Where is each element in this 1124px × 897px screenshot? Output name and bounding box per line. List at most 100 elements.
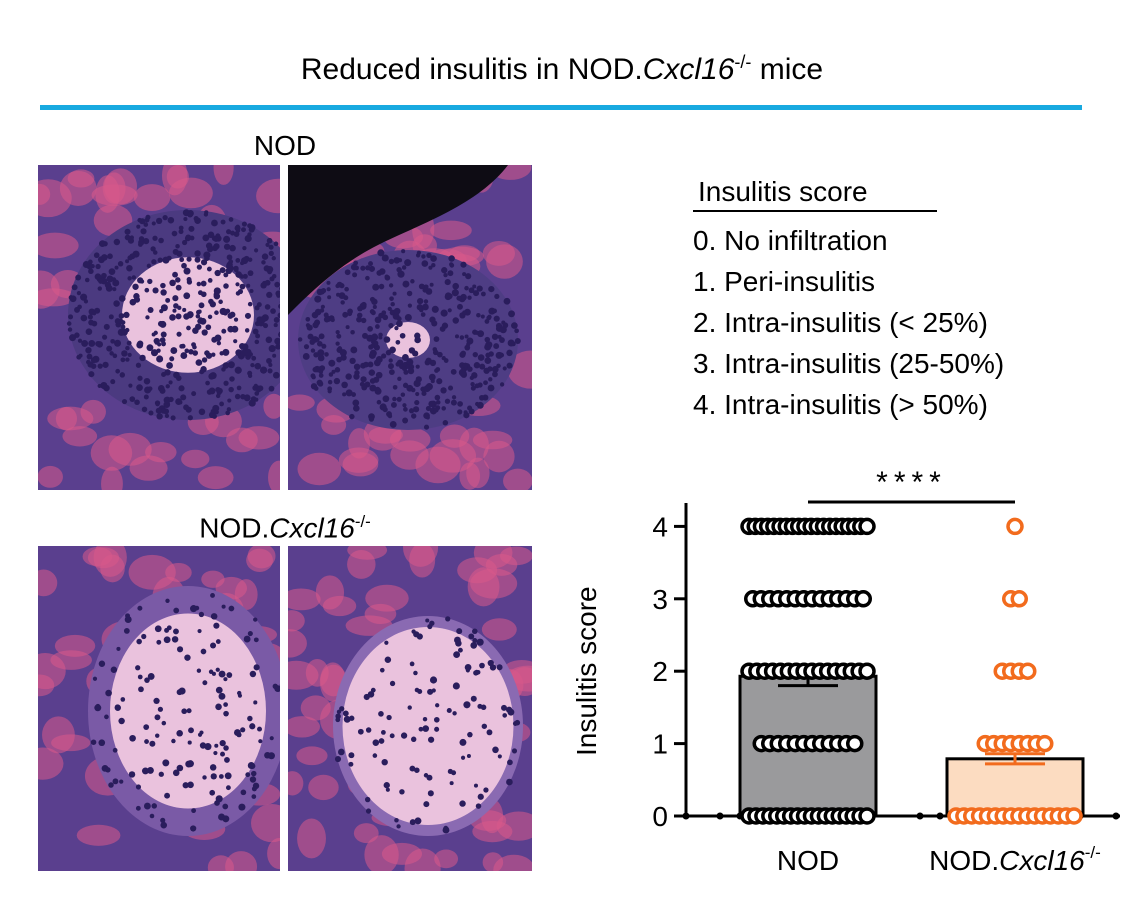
nucleus xyxy=(201,357,208,363)
legend-item: 3. Intra-insulitis (25-50%) xyxy=(693,348,1005,379)
nucleus xyxy=(429,282,434,287)
acinar-cell xyxy=(403,546,439,567)
nucleus xyxy=(372,739,380,746)
nucleus xyxy=(102,334,108,340)
nucleus xyxy=(499,337,505,343)
nucleus xyxy=(447,768,453,775)
nucleus xyxy=(335,329,340,335)
insulitis-score-chart: 0 1 2 3 4 Insulitis score **** NOD NOD.Cxcl16-/- xyxy=(571,466,1120,876)
nucleus xyxy=(267,368,273,374)
nucleus xyxy=(342,311,349,318)
nucleus xyxy=(213,292,221,300)
islet xyxy=(342,627,514,825)
nucleus xyxy=(345,325,350,330)
nucleus xyxy=(129,734,136,742)
nucleus xyxy=(357,312,363,319)
nucleus xyxy=(104,714,109,720)
nucleus xyxy=(125,259,130,264)
nucleus xyxy=(261,253,269,260)
nucleus xyxy=(146,263,152,268)
nucleus xyxy=(84,277,90,283)
nucleus xyxy=(180,394,187,401)
nucleus xyxy=(400,732,408,739)
nucleus xyxy=(68,295,74,300)
nucleus xyxy=(80,314,88,322)
nucleus xyxy=(118,295,126,302)
nucleus xyxy=(449,781,454,786)
nucleus xyxy=(200,648,207,655)
nucleus xyxy=(146,344,154,352)
nucleus xyxy=(229,376,235,382)
nucleus xyxy=(90,357,97,364)
nucleus xyxy=(422,725,430,732)
nucleus xyxy=(409,765,416,772)
nucleus xyxy=(401,249,406,254)
nucleus xyxy=(178,225,184,231)
data-point xyxy=(1019,662,1037,680)
nucleus xyxy=(218,774,224,779)
nucleus xyxy=(437,351,443,358)
acinar-cell xyxy=(459,462,481,490)
acinar-cell xyxy=(297,818,326,859)
acinar-cell xyxy=(256,178,280,214)
nucleus xyxy=(172,308,177,313)
nucleus xyxy=(173,371,180,379)
nucleus xyxy=(247,370,253,376)
nucleus xyxy=(137,217,142,223)
nucleus xyxy=(171,738,176,744)
nucleus xyxy=(103,323,110,330)
nucleus xyxy=(316,341,323,347)
nucleus xyxy=(472,351,478,358)
y-tick-label: 1 xyxy=(652,729,668,760)
nucleus xyxy=(445,292,452,299)
nucleus xyxy=(128,771,136,778)
nucleus xyxy=(204,350,210,356)
nucleus xyxy=(253,617,258,622)
nucleus xyxy=(159,320,167,328)
nucleus xyxy=(421,260,429,267)
nucleus xyxy=(310,348,316,353)
nucleus xyxy=(344,269,351,276)
nucleus xyxy=(480,314,485,319)
nucleus xyxy=(364,796,371,803)
nucleus xyxy=(337,346,343,351)
nucleus xyxy=(228,605,235,612)
nucleus xyxy=(384,274,389,279)
nucleus xyxy=(327,379,333,385)
nucleus xyxy=(186,256,192,262)
nucleus xyxy=(330,317,335,323)
acinar-cell xyxy=(470,568,518,599)
nucleus xyxy=(97,286,102,291)
nucleus xyxy=(511,748,518,754)
nucleus xyxy=(378,283,385,290)
nucleus xyxy=(249,763,256,769)
nucleus xyxy=(475,803,482,809)
nucleus xyxy=(381,310,387,316)
nucleus xyxy=(423,424,430,430)
nucleus xyxy=(365,275,370,281)
nucleus xyxy=(272,371,280,379)
nucleus xyxy=(479,662,485,669)
nucleus xyxy=(271,256,276,261)
nucleus xyxy=(275,290,280,297)
nucleus xyxy=(257,385,264,392)
nucleus xyxy=(368,265,376,272)
nucleus xyxy=(379,268,386,275)
nod-histology-image-1 xyxy=(38,165,280,490)
nucleus xyxy=(388,258,395,265)
nucleus xyxy=(226,672,233,678)
nucleus xyxy=(171,230,178,237)
nucleus xyxy=(327,389,332,394)
acinar-cell xyxy=(101,466,123,490)
nucleus xyxy=(204,743,212,751)
nucleus xyxy=(405,364,410,369)
nucleus xyxy=(452,711,457,716)
nucleus xyxy=(225,785,231,791)
nucleus xyxy=(83,299,89,304)
nucleus xyxy=(481,723,488,729)
acinar-cell xyxy=(267,838,280,870)
nucleus xyxy=(197,309,202,314)
nucleus xyxy=(188,225,195,232)
nucleus xyxy=(389,733,395,739)
nucleus xyxy=(201,329,208,336)
